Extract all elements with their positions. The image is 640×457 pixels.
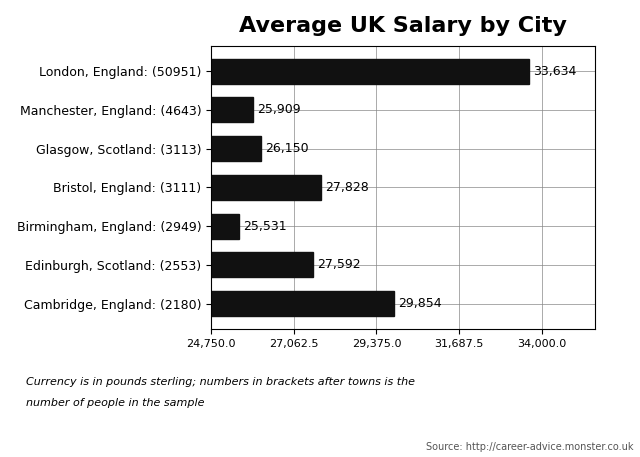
Bar — [0, 252, 313, 277]
Text: number of people in the sample: number of people in the sample — [26, 398, 204, 408]
Title: Average UK Salary by City: Average UK Salary by City — [239, 16, 567, 36]
Bar — [0, 136, 261, 161]
Text: 33,634: 33,634 — [533, 65, 576, 78]
Bar — [0, 175, 321, 200]
Bar — [0, 213, 239, 239]
Text: 27,592: 27,592 — [317, 258, 360, 271]
Bar — [0, 58, 529, 84]
Text: 26,150: 26,150 — [266, 142, 309, 155]
Text: 29,854: 29,854 — [398, 297, 442, 310]
Bar — [0, 291, 394, 316]
Text: Currency is in pounds sterling; numbers in brackets after towns is the: Currency is in pounds sterling; numbers … — [26, 377, 415, 387]
Text: 25,531: 25,531 — [243, 220, 287, 233]
Bar — [0, 97, 253, 122]
Text: 25,909: 25,909 — [257, 103, 301, 117]
Text: Source: http://career-advice.monster.co.uk: Source: http://career-advice.monster.co.… — [426, 442, 634, 452]
Text: 27,828: 27,828 — [325, 181, 369, 194]
